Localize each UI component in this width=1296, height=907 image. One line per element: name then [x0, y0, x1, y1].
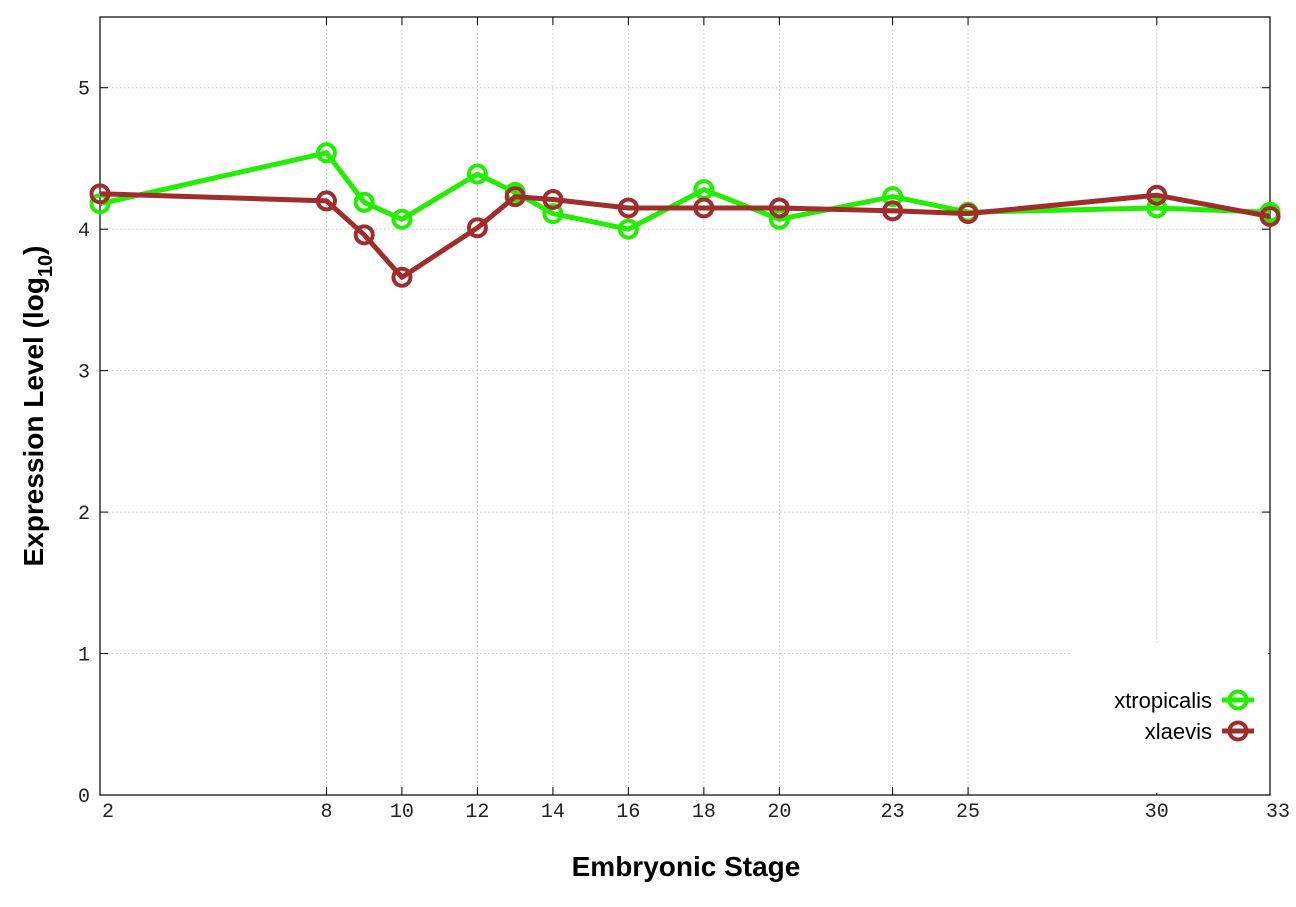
data-point-xlaevis [882, 200, 904, 222]
x-tick-label: 16 [616, 801, 640, 824]
x-tick-label: 30 [1145, 801, 1169, 824]
plot-border [99, 16, 1271, 796]
x-tick-label: 25 [956, 801, 980, 824]
data-point-xlaevis [1146, 184, 1168, 206]
y-tick-label: 5 [78, 79, 90, 102]
legend: xtropicalis xlaevis [1072, 643, 1268, 793]
y-tick-label: 2 [78, 503, 90, 526]
legend-label: xlaevis [1145, 719, 1212, 744]
series-xtropicalis [89, 142, 1281, 240]
x-tick-label: 14 [541, 801, 565, 824]
y-tick-label: 1 [78, 645, 90, 668]
data-point-xlaevis [504, 186, 526, 208]
legend-marker-swatch [1227, 720, 1249, 742]
data-point-xlaevis [1259, 205, 1281, 227]
data-point-xtropicalis [768, 208, 790, 230]
legend-entry-xlaevis: xlaevis [1145, 719, 1254, 744]
data-point-xlaevis [466, 217, 488, 239]
series-line-xtropicalis [99, 150, 1271, 232]
series-layer [89, 142, 1281, 288]
x-tick-label: 20 [767, 801, 791, 824]
legend-entry-xtropicalis: xtropicalis [1114, 688, 1254, 713]
data-point-xlaevis [315, 190, 337, 212]
x-tick-label: 18 [692, 801, 716, 824]
y-axis-title-subscript: 10 [35, 255, 57, 277]
data-point-xtropicalis [882, 186, 904, 208]
data-point-xtropicalis [315, 142, 337, 164]
data-point-xlaevis [768, 197, 790, 219]
data-point-xlaevis [957, 203, 979, 225]
y-axis-title-main: Expression Level (log [18, 277, 49, 566]
x-tick-label: 33 [1266, 801, 1290, 824]
plot-frame [99, 16, 1271, 796]
y-axis-title-close: ) [18, 246, 49, 255]
data-point-xtropicalis [617, 218, 639, 240]
x-tick-label: 10 [390, 801, 414, 824]
data-point-xlaevis [542, 188, 564, 210]
data-point-xlaevis [89, 183, 111, 205]
series-xlaevis [89, 183, 1281, 288]
legend-background [1072, 643, 1268, 793]
x-axis-title: Embryonic Stage [572, 851, 801, 882]
data-point-xtropicalis [542, 203, 564, 225]
data-point-xtropicalis [466, 163, 488, 185]
data-point-xlaevis [391, 266, 413, 288]
x-tick-label: 12 [465, 801, 489, 824]
legend-label: xtropicalis [1114, 688, 1212, 713]
legend-marker-swatch [1227, 689, 1249, 711]
y-tick-label: 3 [78, 362, 90, 385]
series-line-xlaevis [99, 191, 1271, 280]
data-point-xlaevis [353, 224, 375, 246]
data-point-xtropicalis [1146, 197, 1168, 219]
data-point-xtropicalis [353, 191, 375, 213]
data-point-xlaevis [693, 197, 715, 219]
data-point-xtropicalis [391, 208, 413, 230]
x-tick-label: 23 [881, 801, 905, 824]
y-axis-title: Expression Level (log10) [18, 246, 57, 567]
y-tick-label: 4 [78, 220, 90, 243]
y-tick-label: 0 [78, 786, 90, 809]
x-tick-label: 8 [320, 801, 332, 824]
data-point-xlaevis [617, 197, 639, 219]
x-tick-label: 2 [102, 801, 114, 824]
